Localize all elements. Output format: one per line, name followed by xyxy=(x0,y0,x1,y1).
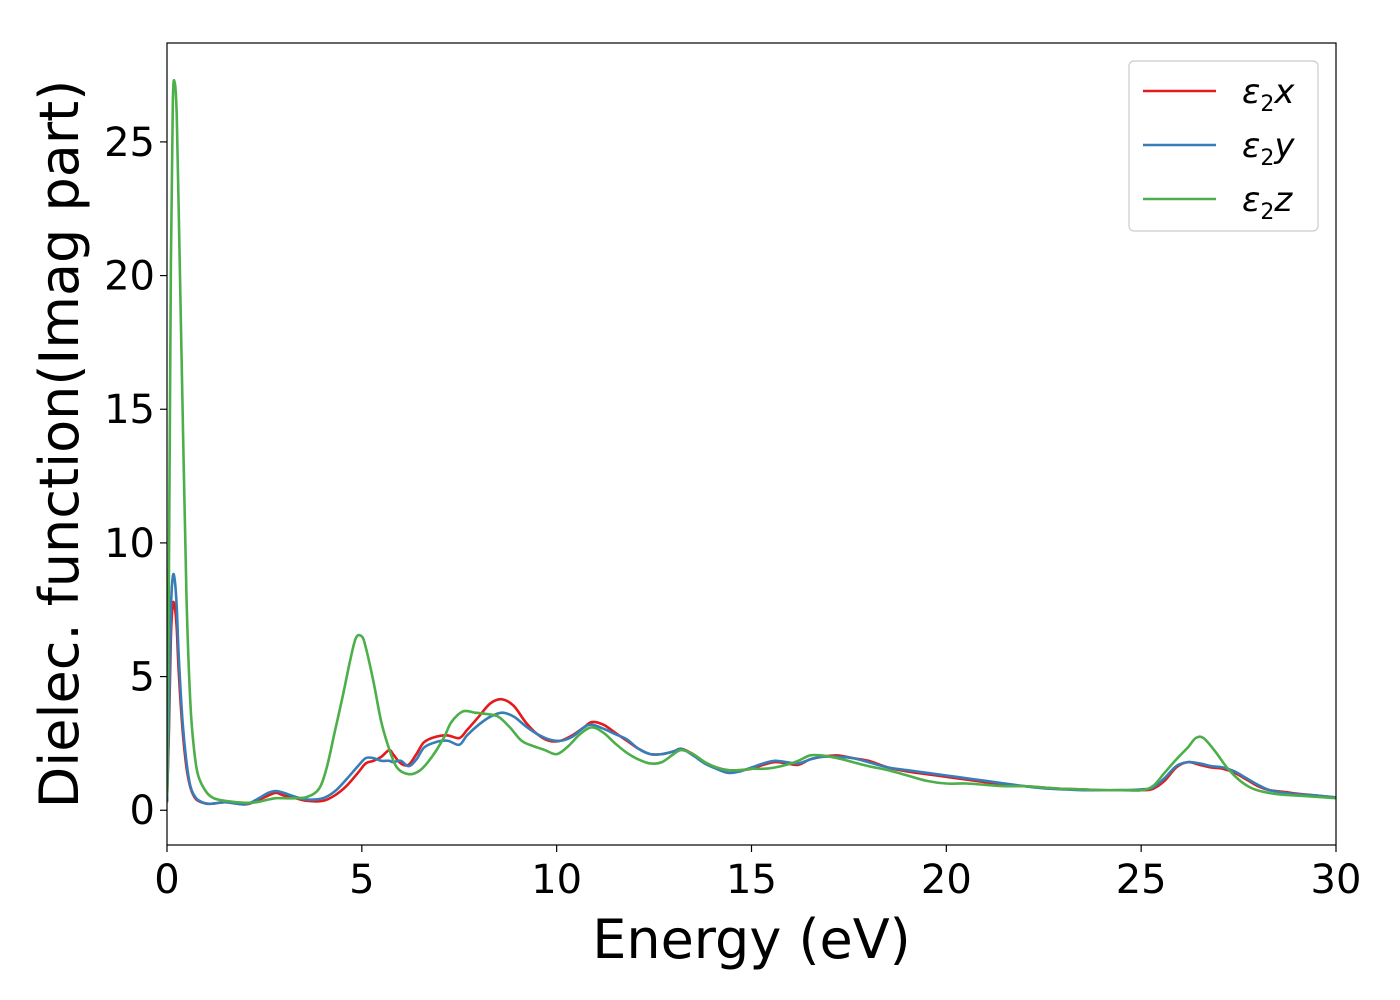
x-tick-label: 10 xyxy=(531,857,582,903)
y-axis-label: Dielec. function(Imag part) xyxy=(28,80,91,809)
legend-entry-x: ε2x xyxy=(1242,72,1295,117)
x-tick-label: 25 xyxy=(1116,857,1167,903)
legend-entry-y: ε2y xyxy=(1242,126,1295,171)
y-tick-label: 5 xyxy=(130,655,155,701)
y-axis-ticks: 0 5 10 15 20 25 xyxy=(104,120,167,834)
legend-entry-z: ε2z xyxy=(1242,180,1293,225)
series-layer xyxy=(167,78,1336,806)
series-line-z xyxy=(167,78,1336,805)
x-tick-label: 0 xyxy=(154,857,179,903)
x-tick-label: 5 xyxy=(349,857,374,903)
x-axis-label: Energy (eV) xyxy=(592,908,911,971)
y-tick-label: 15 xyxy=(104,387,155,433)
y-tick-label: 20 xyxy=(104,254,155,300)
x-tick-label: 15 xyxy=(726,857,777,903)
legend: ε2x ε2y ε2z xyxy=(1128,60,1319,232)
y-tick-label: 0 xyxy=(130,788,155,834)
x-tick-label: 20 xyxy=(921,857,972,903)
y-tick-label: 25 xyxy=(104,120,155,166)
y-tick-label: 10 xyxy=(104,521,155,567)
x-tick-label: 30 xyxy=(1311,857,1362,903)
legend-box xyxy=(1128,60,1319,232)
x-axis-ticks: 0 5 10 15 20 25 30 xyxy=(154,845,1361,903)
